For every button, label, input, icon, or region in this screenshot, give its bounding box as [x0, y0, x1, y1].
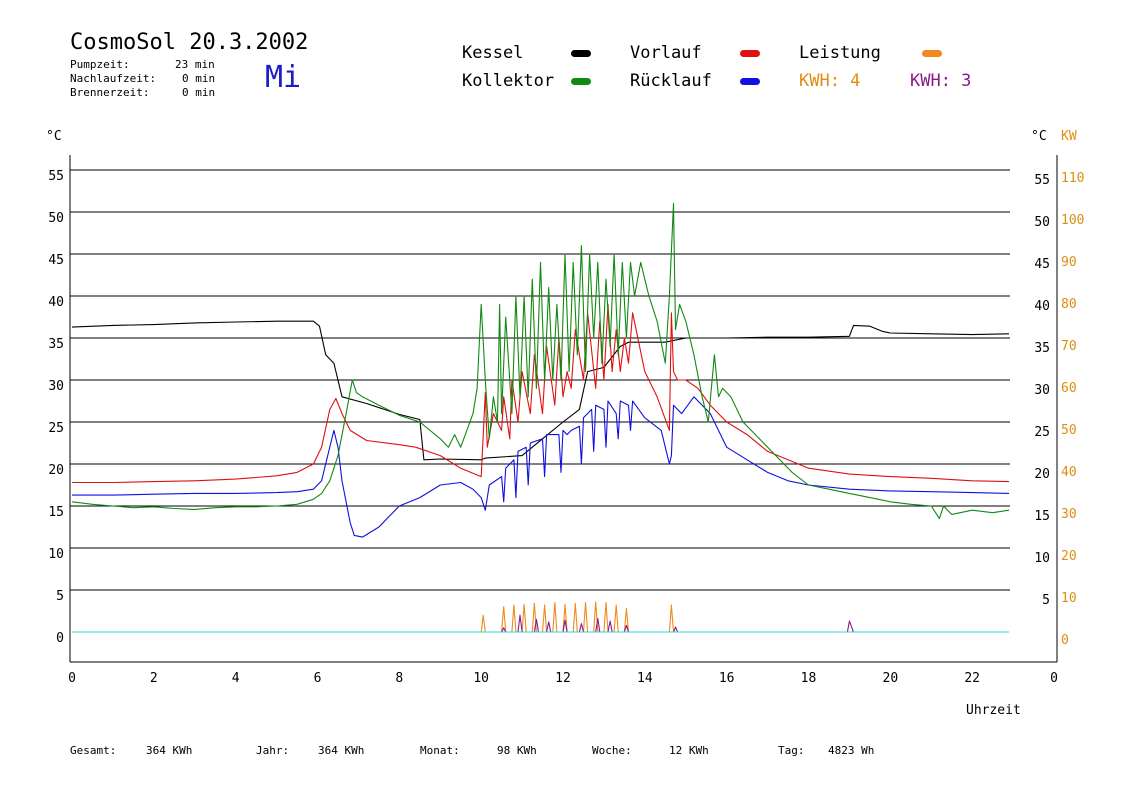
pumpzeit-value: 23 min	[175, 58, 215, 71]
y-tick-label-right-temp: 30	[1034, 383, 1050, 398]
y-tick-label-right-temp: 20	[1034, 467, 1050, 482]
y-tick-label-left: 30	[48, 379, 64, 394]
series-line-vorlauf	[72, 303, 1010, 484]
tick-labels: 0510152025303540455055510152025303540455…	[48, 169, 1084, 686]
legend-ruecklauf-label: Rücklauf	[630, 71, 712, 91]
series-lines	[71, 203, 1010, 633]
y-tick-label-left: 40	[48, 295, 64, 310]
weekday-label: Mi	[265, 60, 302, 95]
legend-kollektor-swatch	[571, 78, 591, 85]
y-tick-label-left: 55	[48, 169, 64, 184]
y-tick-label-left: 25	[48, 421, 64, 436]
y-tick-label-left: 0	[56, 631, 64, 646]
x-tick-label: 20	[883, 671, 899, 686]
y-axis-label-left: °C	[46, 129, 62, 144]
footer-jahr-value: 364 KWh	[318, 744, 365, 757]
y-tick-label-right-power: 0	[1061, 633, 1069, 648]
chart-title: CosmoSol 20.3.2002	[70, 30, 309, 55]
footer-jahr-label: Jahr:	[256, 744, 290, 757]
y-tick-label-right-power: 50	[1061, 423, 1077, 438]
y-tick-label-right-temp: 5	[1042, 593, 1050, 608]
x-tick-label: 0	[1050, 671, 1058, 686]
x-tick-label: 14	[637, 671, 653, 686]
footer-gesamt-label: Gesamt:	[70, 744, 117, 757]
footer-woche-value: 12 KWh	[669, 744, 709, 757]
y-tick-label-right-temp: 40	[1034, 299, 1050, 314]
y-tick-label-right-power: 100	[1061, 213, 1084, 228]
y-tick-label-right-power: 60	[1061, 381, 1077, 396]
y-tick-label-right-temp: 45	[1034, 257, 1050, 272]
y-tick-label-left: 5	[56, 589, 64, 604]
y-axis-label-right-power: KW	[1061, 129, 1077, 144]
footer-gesamt-value: 364 KWh	[146, 744, 193, 757]
series-line-leistung	[72, 601, 1009, 633]
x-tick-label: 6	[314, 671, 322, 686]
y-tick-label-left: 35	[48, 337, 64, 352]
nachlaufzeit-value: 0 min	[182, 72, 216, 85]
y-tick-label-right-power: 110	[1061, 171, 1084, 186]
brennerzeit-label: Brennerzeit:	[70, 86, 150, 99]
y-tick-label-right-power: 90	[1061, 255, 1077, 270]
footer-monat-label: Monat:	[420, 744, 460, 757]
y-tick-label-left: 20	[48, 463, 64, 478]
legend-vorlauf-label: Vorlauf	[630, 43, 702, 63]
axes	[69, 155, 1058, 663]
y-tick-label-left: 10	[48, 547, 64, 562]
legend-leistung-label: Leistung	[799, 43, 881, 63]
x-tick-label: 22	[964, 671, 980, 686]
y-axis-label-right-temp: °C	[1031, 129, 1047, 144]
nachlaufzeit-label: Nachlaufzeit:	[70, 72, 157, 85]
footer-woche-label: Woche:	[592, 744, 632, 757]
x-tick-label: 4	[232, 671, 240, 686]
brennerzeit-value: 0 min	[182, 86, 216, 99]
y-tick-label-right-power: 30	[1061, 507, 1077, 522]
legend-vorlauf-swatch	[740, 50, 760, 57]
x-tick-label: 8	[395, 671, 403, 686]
y-tick-label-right-power: 40	[1061, 465, 1077, 480]
footer-monat-value: 98 KWh	[497, 744, 537, 757]
footer-tag-label: Tag:	[778, 744, 805, 757]
y-tick-label-right-power: 20	[1061, 549, 1077, 564]
legend-kollektor-label: Kollektor	[462, 71, 555, 91]
y-tick-label-right-power: 10	[1061, 591, 1077, 606]
legend-kessel-swatch	[571, 50, 591, 57]
series-line-kollektor	[71, 203, 1010, 520]
legend-leistung-swatch	[922, 50, 942, 57]
y-tick-label-left: 50	[48, 211, 64, 226]
x-tick-label: 10	[473, 671, 489, 686]
legend-kwh-kollektor: KWH: 3	[910, 71, 972, 91]
legend-kessel-label: Kessel	[462, 43, 524, 63]
x-tick-label: 16	[719, 671, 735, 686]
x-tick-label: 18	[801, 671, 817, 686]
legend-ruecklauf-swatch	[740, 78, 760, 85]
pumpzeit-label: Pumpzeit:	[70, 58, 130, 71]
y-tick-label-right-temp: 25	[1034, 425, 1050, 440]
grid-lines	[70, 169, 1010, 591]
series-line-kollektor-leistung	[72, 614, 1009, 633]
legend-kwh-leistung: KWH: 4	[799, 71, 861, 91]
y-tick-label-left: 45	[48, 253, 64, 268]
y-tick-label-right-power: 70	[1061, 339, 1077, 354]
x-axis-label: Uhrzeit	[966, 703, 1021, 718]
y-tick-label-right-temp: 50	[1034, 215, 1050, 230]
y-tick-label-right-power: 80	[1061, 297, 1077, 312]
y-tick-label-right-temp: 15	[1034, 509, 1050, 524]
x-tick-label: 0	[68, 671, 76, 686]
x-tick-label: 12	[555, 671, 571, 686]
series-line-r-cklauf	[72, 396, 1010, 538]
y-tick-label-right-temp: 55	[1034, 173, 1050, 188]
y-tick-label-left: 15	[48, 505, 64, 520]
y-tick-label-right-temp: 35	[1034, 341, 1050, 356]
footer-tag-value: 4823 Wh	[828, 744, 875, 757]
x-tick-label: 2	[150, 671, 158, 686]
y-tick-label-right-temp: 10	[1034, 551, 1050, 566]
